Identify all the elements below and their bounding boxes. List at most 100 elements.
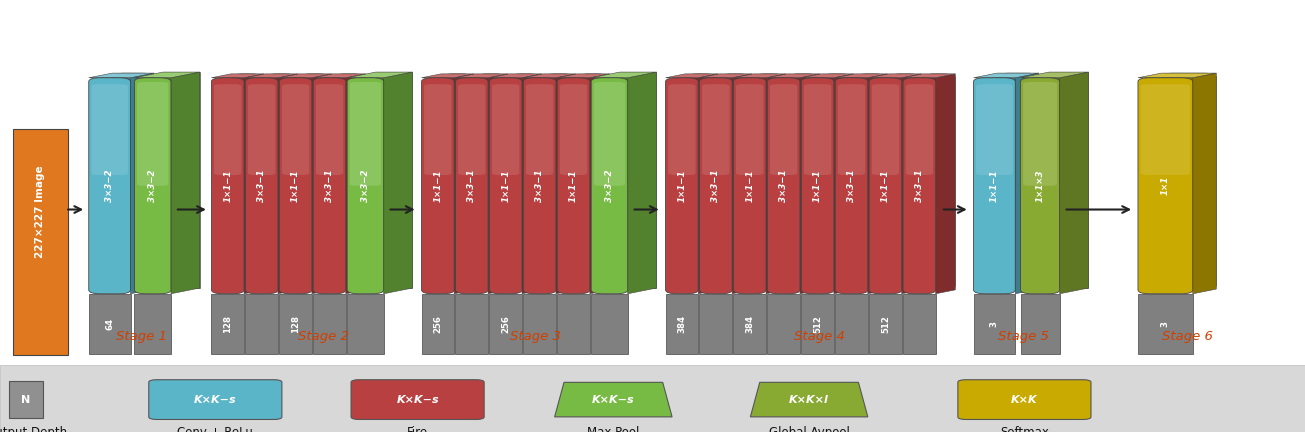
- Polygon shape: [766, 74, 786, 294]
- PathPatch shape: [906, 84, 933, 175]
- PathPatch shape: [733, 78, 766, 294]
- Text: 512: 512: [813, 315, 822, 333]
- Polygon shape: [245, 294, 278, 354]
- Polygon shape: [869, 74, 921, 78]
- Polygon shape: [89, 294, 130, 354]
- Polygon shape: [245, 74, 298, 78]
- PathPatch shape: [804, 84, 831, 175]
- Polygon shape: [557, 294, 590, 354]
- Polygon shape: [134, 294, 171, 354]
- Text: 1×1−1: 1×1−1: [223, 169, 232, 202]
- PathPatch shape: [137, 82, 168, 186]
- Text: K×K×l: K×K×l: [790, 394, 829, 405]
- Text: K×K−s: K×K−s: [194, 394, 236, 405]
- PathPatch shape: [134, 78, 171, 294]
- PathPatch shape: [424, 84, 452, 175]
- PathPatch shape: [231, 74, 264, 290]
- Polygon shape: [89, 73, 154, 78]
- Polygon shape: [590, 74, 609, 294]
- PathPatch shape: [560, 84, 587, 175]
- Polygon shape: [869, 294, 902, 354]
- Text: 227×227 Image: 227×227 Image: [35, 165, 46, 258]
- Text: 3×3−1: 3×3−1: [847, 169, 856, 202]
- PathPatch shape: [801, 78, 834, 294]
- Polygon shape: [489, 294, 522, 354]
- PathPatch shape: [441, 74, 474, 290]
- FancyBboxPatch shape: [958, 380, 1091, 419]
- PathPatch shape: [997, 73, 1039, 289]
- PathPatch shape: [974, 78, 1015, 294]
- Text: 1×1−1: 1×1−1: [745, 169, 754, 202]
- Polygon shape: [384, 72, 412, 294]
- Polygon shape: [1049, 72, 1088, 288]
- Polygon shape: [557, 74, 609, 78]
- Text: 1×1×3: 1×1×3: [1036, 169, 1044, 202]
- PathPatch shape: [458, 84, 485, 175]
- PathPatch shape: [543, 74, 576, 290]
- Polygon shape: [750, 382, 868, 417]
- PathPatch shape: [787, 74, 820, 290]
- PathPatch shape: [719, 74, 752, 290]
- Polygon shape: [347, 72, 412, 78]
- Text: 3: 3: [1161, 321, 1169, 327]
- Polygon shape: [1021, 72, 1088, 78]
- Text: 3×3−1: 3×3−1: [467, 169, 476, 202]
- Text: 3×3−1: 3×3−1: [257, 169, 266, 202]
- Polygon shape: [522, 74, 542, 294]
- Polygon shape: [523, 294, 556, 354]
- Polygon shape: [699, 294, 732, 354]
- PathPatch shape: [526, 84, 553, 175]
- Polygon shape: [835, 294, 868, 354]
- Text: 1×1−1: 1×1−1: [291, 169, 300, 202]
- Text: 3×3−2: 3×3−2: [106, 169, 114, 202]
- FancyBboxPatch shape: [351, 380, 484, 419]
- Text: K×K−s: K×K−s: [397, 394, 438, 405]
- Text: 3×3−1: 3×3−1: [535, 169, 544, 202]
- PathPatch shape: [699, 78, 732, 294]
- PathPatch shape: [1021, 78, 1060, 294]
- Polygon shape: [666, 294, 698, 354]
- Text: 3×3−1: 3×3−1: [325, 169, 334, 202]
- Polygon shape: [1193, 73, 1216, 294]
- Polygon shape: [835, 74, 887, 78]
- Polygon shape: [698, 74, 718, 294]
- Polygon shape: [834, 74, 853, 294]
- Text: K×K−s: K×K−s: [592, 394, 634, 405]
- Polygon shape: [279, 74, 331, 78]
- Polygon shape: [591, 72, 656, 78]
- FancyBboxPatch shape: [149, 380, 282, 419]
- PathPatch shape: [976, 84, 1013, 175]
- Text: 384: 384: [745, 315, 754, 333]
- Polygon shape: [555, 382, 672, 417]
- Polygon shape: [1138, 294, 1193, 354]
- Polygon shape: [974, 294, 1015, 354]
- PathPatch shape: [248, 84, 275, 175]
- PathPatch shape: [736, 84, 763, 175]
- Text: 64: 64: [106, 318, 114, 330]
- Polygon shape: [347, 294, 384, 354]
- PathPatch shape: [455, 78, 488, 294]
- PathPatch shape: [1161, 73, 1216, 289]
- Text: 1×1−1: 1×1−1: [881, 169, 890, 202]
- PathPatch shape: [422, 78, 454, 294]
- Polygon shape: [455, 74, 508, 78]
- Text: 3×3−2: 3×3−2: [361, 169, 369, 202]
- Text: 3: 3: [990, 321, 998, 327]
- PathPatch shape: [91, 84, 128, 175]
- Polygon shape: [422, 294, 454, 354]
- PathPatch shape: [753, 74, 786, 290]
- Text: Stage 6: Stage 6: [1163, 330, 1212, 343]
- Text: 128: 128: [223, 315, 232, 333]
- PathPatch shape: [1141, 84, 1190, 175]
- PathPatch shape: [475, 74, 508, 290]
- PathPatch shape: [889, 74, 921, 290]
- Polygon shape: [279, 294, 312, 354]
- Text: 1×1: 1×1: [1161, 176, 1169, 195]
- PathPatch shape: [872, 84, 899, 175]
- Polygon shape: [733, 294, 766, 354]
- PathPatch shape: [1023, 82, 1057, 186]
- Text: Stage 4: Stage 4: [795, 330, 844, 343]
- Polygon shape: [732, 74, 752, 294]
- PathPatch shape: [903, 78, 936, 294]
- Text: 384: 384: [677, 315, 686, 333]
